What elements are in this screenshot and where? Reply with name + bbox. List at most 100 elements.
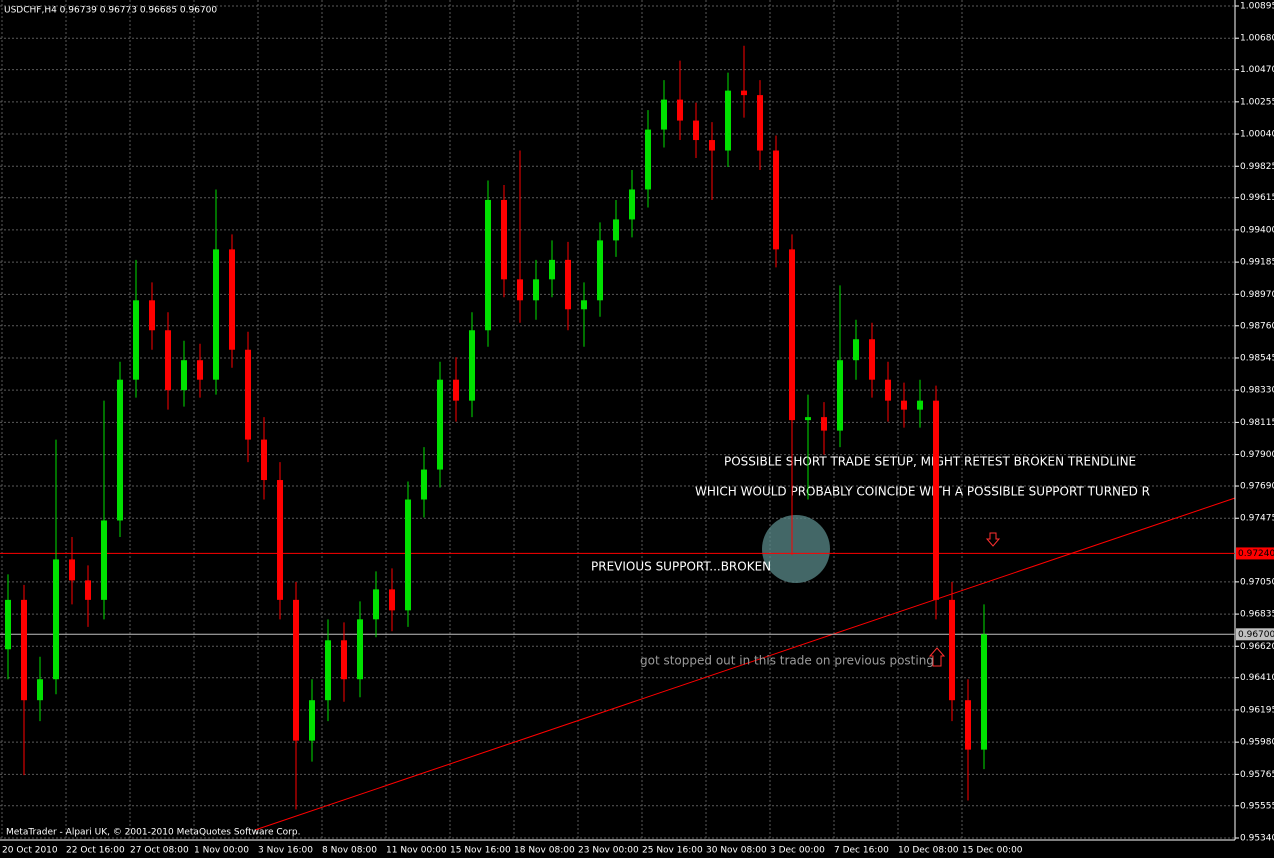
annotation: POSSIBLE SHORT TRADE SETUP, MIGHT RETEST… [724,455,1136,469]
candle-body [309,700,315,741]
x-tick-label: 22 Oct 16:00 [66,846,125,856]
candle-body [693,120,699,141]
candle-body [405,499,411,611]
x-tick-label: 15 Nov 16:00 [450,846,511,856]
footer: MetaTrader - Alpari UK, © 2001-2010 Meta… [6,828,300,838]
x-tick-label: 18 Nov 08:00 [514,846,575,856]
y-tick-label: 0.99400 [1240,225,1274,235]
candle-body [245,349,251,440]
y-tick-label: 0.95340 [1240,834,1274,844]
candle-body [613,219,619,241]
y-tick-label: 1.00470 [1240,65,1274,75]
candle-body [37,679,43,701]
x-tick-label: 3 Nov 16:00 [258,846,313,856]
x-tick-label: 11 Nov 00:00 [386,846,447,856]
candle-body [821,417,827,431]
candle-body [501,199,507,280]
candle-body [965,700,971,750]
down-arrow [985,532,1001,547]
candle-body [229,249,235,350]
candle-body [485,199,491,331]
candle-body [373,589,379,620]
highlight-circle [762,515,830,583]
x-tick-label: 25 Nov 16:00 [642,846,703,856]
candle-body [517,279,523,301]
x-tick-label: 10 Dec 08:00 [898,846,959,856]
annotation: PREVIOUS SUPPORT...BROKEN [591,560,771,574]
candle-body [789,249,795,421]
candle-body [437,379,443,470]
candle-body [725,90,731,151]
y-tick-label: 0.96835 [1240,610,1274,620]
annotation: got stopped out in this trade on previou… [640,654,934,668]
x-tick-label: 1 Nov 00:00 [194,846,249,856]
candle-body [53,559,59,680]
price-label: 0.97240 [1238,549,1274,559]
candle-body [181,360,187,391]
y-tick-label: 1.00255 [1240,97,1274,107]
candle-body [837,360,843,431]
y-tick-label: 0.96195 [1240,705,1274,715]
candle-body [165,330,171,391]
candle-body [741,90,747,96]
price-label-box [1236,628,1274,641]
candle-body [21,599,27,701]
x-tick-label: 8 Nov 08:00 [322,846,377,856]
y-tick-label: 1.00680 [1240,34,1274,44]
y-tick-label: 0.98970 [1240,290,1274,300]
candle-body [869,339,875,380]
candle-body [469,330,475,401]
candle-body [853,339,859,361]
candle-body [5,599,11,650]
candle-body [661,99,667,130]
y-tick-label: 0.98545 [1240,353,1274,363]
candle-body [357,619,363,680]
candle-body [117,379,123,521]
candle-body [917,400,923,410]
y-tick-label: 0.97690 [1240,482,1274,492]
y-tick-label: 0.97900 [1240,450,1274,460]
y-tick-label: 0.95555 [1240,801,1274,811]
candle-body [629,189,635,220]
y-tick-label: 1.00040 [1240,130,1274,140]
candle-body [533,279,539,301]
candle-body [277,480,283,600]
y-tick-label: 0.95765 [1240,770,1274,780]
candle-body [213,249,219,380]
annotation: WHICH WOULD PROBABLY COINCIDE WITH A POS… [695,485,1150,499]
chart-title: USDCHF,H4 0.96739 0.96773 0.96685 0.9670… [4,6,217,16]
y-tick-label: 0.97050 [1240,577,1274,587]
candle-body [261,439,267,481]
candle-body [421,469,427,500]
candle-body [325,640,331,701]
y-tick-label: 0.99185 [1240,258,1274,268]
candle-body [133,300,139,380]
candle-body [757,95,763,151]
x-tick-label: 27 Oct 08:00 [130,846,189,856]
candle-body [197,360,203,380]
candle-body [677,99,683,121]
candle-body [85,580,91,600]
y-tick-label: 0.98330 [1240,386,1274,396]
y-tick-label: 0.95980 [1240,738,1274,748]
candle-body [581,300,587,310]
y-tick-label: 1.00895 [1240,2,1274,12]
price-label: 0.96700 [1238,630,1274,640]
up-arrow [928,647,946,667]
candle-body [341,640,347,680]
candle-body [549,259,555,280]
candle-body [645,129,651,190]
y-tick-label: 0.96620 [1240,642,1274,652]
candle-body [981,634,987,750]
y-tick-label: 0.98115 [1240,418,1274,428]
x-tick-label: 30 Nov 08:00 [706,846,767,856]
x-tick-label: 20 Oct 2010 [2,846,58,856]
y-tick-label: 0.98760 [1240,321,1274,331]
candle-body [709,140,715,151]
y-tick-label: 0.96410 [1240,673,1274,683]
y-tick-label: 0.97475 [1240,514,1274,524]
x-tick-label: 7 Dec 16:00 [834,846,889,856]
x-tick-label: 15 Dec 00:00 [962,846,1023,856]
